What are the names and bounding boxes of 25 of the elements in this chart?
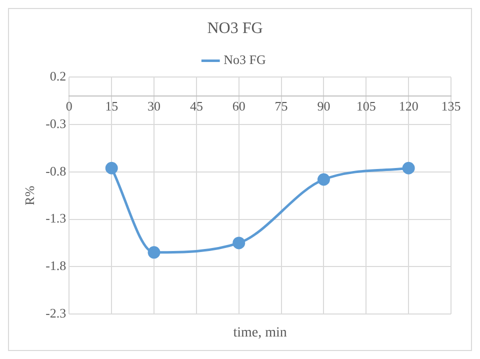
x-tick-label: 135 <box>441 98 461 114</box>
point <box>402 162 415 174</box>
x-tick-label: 60 <box>232 98 246 114</box>
y-tick-label: -1.3 <box>46 210 66 226</box>
point <box>317 173 330 186</box>
chart-title: NO3 FG <box>207 20 264 37</box>
y-tick-label: -2.3 <box>46 305 66 320</box>
x-tick-label: 90 <box>317 98 330 114</box>
x-axis-title: time, min <box>233 326 287 341</box>
x-tick-label: 120 <box>398 98 418 114</box>
x-tick-label: 15 <box>105 98 118 114</box>
y-tick-label: -1.8 <box>46 258 66 274</box>
y-tick-label: -0.3 <box>46 116 66 131</box>
x-tick-label: 105 <box>356 98 376 114</box>
y-axis-title: R% <box>22 186 38 206</box>
x-tick-label: 30 <box>148 98 161 114</box>
x-tick-label: 0 <box>66 98 72 114</box>
legend-label: No3 FG <box>224 52 266 68</box>
y-tick-label: -0.8 <box>46 163 66 178</box>
point <box>232 236 246 250</box>
point <box>105 162 118 174</box>
x-tick-label: 75 <box>274 98 288 114</box>
y-tick-label: 0.2 <box>50 68 66 84</box>
x-tick-label: 45 <box>190 98 203 114</box>
point <box>148 246 160 259</box>
